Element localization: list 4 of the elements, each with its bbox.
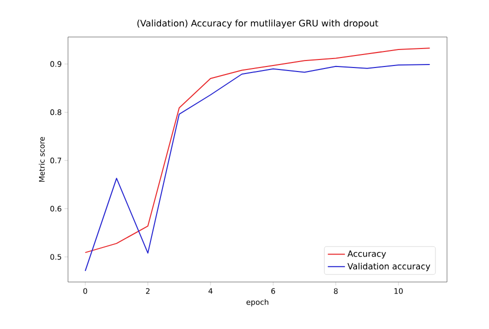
chart-title: (Validation) Accuracy for mutlilayer GRU with dropout <box>137 20 378 28</box>
legend-label: Accuracy <box>347 250 386 259</box>
legend-label: Validation accuracy <box>347 262 430 272</box>
line-series <box>84 64 430 272</box>
